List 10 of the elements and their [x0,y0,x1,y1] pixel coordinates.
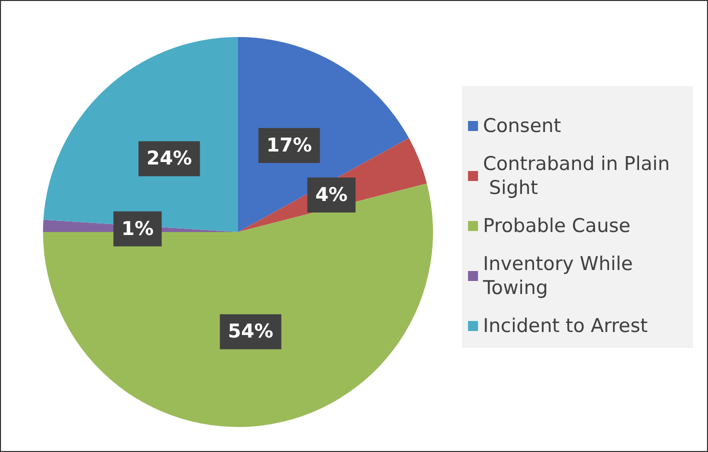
legend-label: Contraband in Plain Sight [483,153,670,199]
data-label: 24% [146,148,192,170]
data-label: 54% [228,320,274,343]
legend-label: Incident to Arrest [483,315,648,337]
data-label: 1% [121,218,154,240]
legend-label: Consent [483,115,562,137]
legend-label: Inventory While Towing [482,253,639,299]
data-label: 4% [315,184,348,206]
data-label: 17% [266,134,312,156]
legend-label: Probable Cause [483,215,630,237]
